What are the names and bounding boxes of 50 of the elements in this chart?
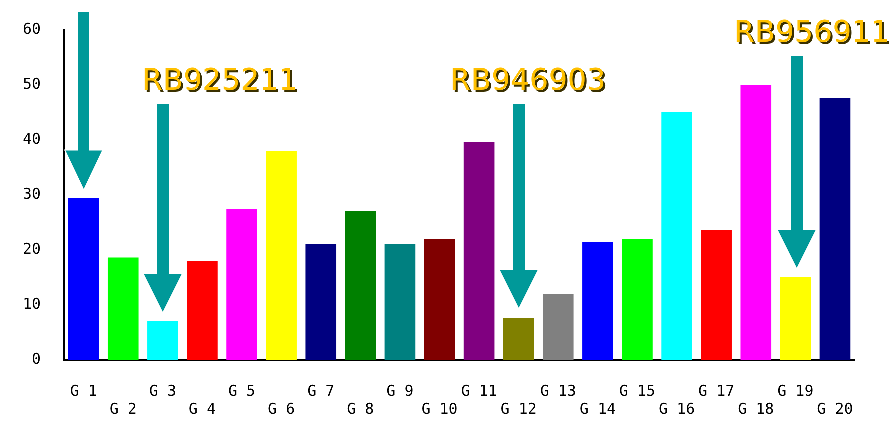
annotation: RB946903 — [452, 65, 608, 100]
bar — [68, 198, 100, 360]
x-tick-label: G 11 — [461, 382, 498, 400]
y-tick-label: 50 — [23, 74, 42, 93]
bar — [701, 230, 732, 360]
x-tick-label: G 3 — [149, 382, 176, 400]
bar — [345, 212, 376, 360]
bar — [464, 142, 495, 360]
bar — [384, 244, 416, 360]
x-tick-label: G 17 — [698, 382, 735, 400]
x-tick-label: G 16 — [658, 400, 696, 418]
y-tick-label: 20 — [23, 240, 42, 258]
x-tick-label: G 10 — [422, 400, 458, 418]
bar — [820, 98, 851, 360]
bar — [306, 244, 337, 360]
y-tick-label: 10 — [23, 294, 42, 313]
x-tick-label: G 1 — [70, 382, 98, 400]
x-tick-label: G 7 — [308, 382, 335, 400]
bar — [780, 278, 812, 360]
x-tick-label: G 14 — [580, 400, 616, 418]
bar — [740, 85, 772, 360]
x-tick-label: G 18 — [738, 400, 774, 418]
y-tick-label: 60 — [23, 20, 42, 38]
bar — [503, 318, 534, 360]
x-tick-label: G 9 — [386, 382, 414, 400]
x-tick-label: G 15 — [619, 382, 656, 400]
bar — [108, 258, 139, 360]
annotation: RB925211 — [144, 65, 300, 100]
x-tick-label: G 13 — [540, 382, 576, 400]
bar — [622, 239, 653, 360]
y-tick-label: 0 — [32, 350, 42, 368]
x-tick-label: G 12 — [500, 400, 537, 418]
x-tick-label: G 2 — [110, 400, 137, 418]
bar — [148, 322, 178, 360]
bar — [542, 294, 574, 360]
bar — [662, 112, 692, 360]
x-tick-label: G 4 — [188, 400, 216, 418]
x-tick-label: G 19 — [778, 382, 814, 400]
bar — [582, 242, 614, 360]
x-tick-label: G 8 — [347, 400, 374, 418]
annotation: RB956911 — [736, 17, 892, 52]
y-tick-label: 40 — [23, 130, 42, 148]
x-tick-label: G 6 — [268, 400, 296, 418]
y-tick-label: 30 — [23, 184, 42, 203]
bar — [424, 239, 456, 360]
bar — [266, 151, 297, 360]
x-tick-label: G 5 — [228, 382, 256, 400]
bar — [187, 261, 218, 360]
bar — [226, 209, 258, 360]
x-tick-label: G 20 — [817, 400, 854, 418]
